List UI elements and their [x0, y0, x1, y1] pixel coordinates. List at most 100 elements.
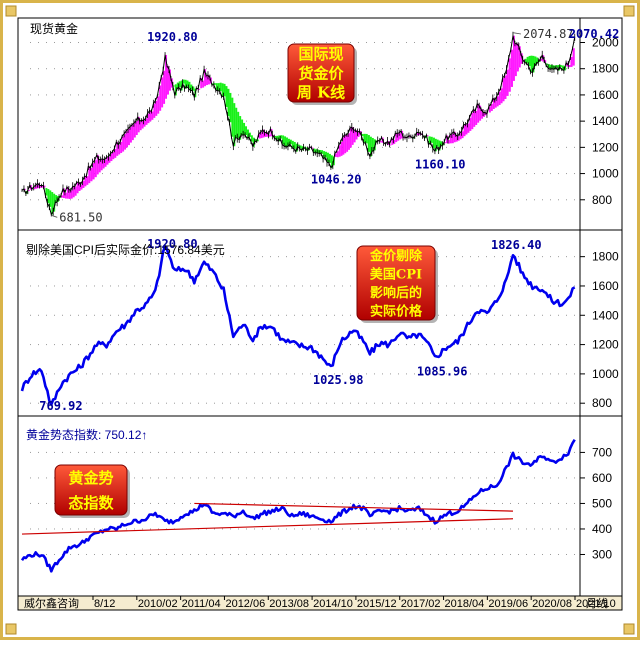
grid-dot: [374, 402, 375, 404]
badge-line: 货金价: [298, 64, 344, 82]
grid-dot: [110, 120, 111, 122]
grid-dot: [574, 477, 575, 479]
grid-dot: [342, 344, 343, 346]
grid-dot: [478, 502, 479, 504]
grid-dot: [534, 314, 535, 316]
grid-dot: [502, 120, 503, 122]
grid-dot: [334, 146, 335, 148]
ma-ribbon-bull: [465, 124, 468, 135]
grid-dot: [126, 451, 127, 453]
corner-ornament-bottom-right: [623, 623, 635, 635]
grid-dot: [302, 451, 303, 453]
ma-ribbon-bear: [369, 136, 372, 157]
grid-dot: [246, 314, 247, 316]
grid-dot: [566, 173, 567, 175]
grid-dot: [438, 173, 439, 175]
grid-dot: [182, 173, 183, 175]
grid-dot: [366, 528, 367, 530]
grid-dot: [262, 314, 263, 316]
grid-dot: [206, 477, 207, 479]
grid-dot: [382, 68, 383, 70]
grid-dot: [430, 94, 431, 96]
grid-dot: [102, 528, 103, 530]
grid-dot: [198, 451, 199, 453]
grid-dot: [110, 314, 111, 316]
grid-dot: [174, 451, 175, 453]
ma-ribbon-bull: [66, 187, 69, 199]
grid-dot: [574, 344, 575, 346]
grid-dot: [222, 553, 223, 555]
grid-dot: [478, 553, 479, 555]
grid-dot: [334, 451, 335, 453]
grid-dot: [454, 120, 455, 122]
ma-ribbon-bear: [438, 140, 441, 151]
ma-ribbon-bear: [536, 57, 539, 64]
grid-dot: [182, 41, 183, 43]
ma-ribbon-bull: [200, 77, 203, 89]
grid-dot: [294, 120, 295, 122]
grid-dot: [574, 402, 575, 404]
grid-dot: [494, 120, 495, 122]
grid-dot: [566, 94, 567, 96]
y-tick-label: 400: [592, 522, 612, 536]
y-tick-label: 800: [592, 193, 612, 207]
grid-dot: [302, 173, 303, 175]
grid-dot: [190, 451, 191, 453]
grid-dot: [182, 402, 183, 404]
grid-dot: [454, 451, 455, 453]
ma-ribbon-bull: [338, 145, 341, 157]
grid-dot: [486, 94, 487, 96]
grid-dot: [486, 199, 487, 201]
grid-dot: [94, 528, 95, 530]
grid-dot: [302, 502, 303, 504]
grid-dot: [94, 373, 95, 375]
grid-dot: [182, 477, 183, 479]
grid-dot: [406, 199, 407, 201]
y-tick-label: 1800: [592, 250, 619, 264]
grid-dot: [462, 285, 463, 287]
grid-dot: [278, 477, 279, 479]
ma-ribbon-bull: [118, 144, 121, 155]
grid-dot: [310, 199, 311, 201]
grid-dot: [206, 373, 207, 375]
grid-dot: [462, 94, 463, 96]
grid-dot: [182, 344, 183, 346]
x-tick-label: 2018/04: [445, 598, 485, 610]
grid-dot: [422, 528, 423, 530]
grid-dot: [510, 528, 511, 530]
grid-dot: [246, 402, 247, 404]
grid-dot: [382, 199, 383, 201]
ma-ribbon-bull: [70, 190, 73, 199]
ma-ribbon-bull: [504, 75, 507, 99]
grid-dot: [358, 94, 359, 96]
ma-ribbon-bull: [447, 139, 450, 144]
grid-dot: [382, 94, 383, 96]
ma-ribbon-bull: [78, 181, 81, 191]
grid-dot: [486, 477, 487, 479]
grid-dot: [518, 314, 519, 316]
grid-dot: [246, 256, 247, 258]
grid-dot: [558, 373, 559, 375]
grid-dot: [350, 199, 351, 201]
grid-dot: [286, 199, 287, 201]
grid-dot: [222, 402, 223, 404]
grid-dot: [558, 553, 559, 555]
grid-dot: [446, 373, 447, 375]
grid-dot: [294, 285, 295, 287]
y-tick-label: 800: [592, 396, 612, 410]
ma-ribbon-bull: [496, 96, 499, 107]
grid-dot: [46, 68, 47, 70]
grid-dot: [118, 94, 119, 96]
grid-dot: [278, 344, 279, 346]
grid-dot: [134, 451, 135, 453]
grid-dot: [286, 373, 287, 375]
ma-ribbon-bull: [168, 69, 171, 91]
grid-dot: [150, 285, 151, 287]
grid-dot: [118, 285, 119, 287]
grid-dot: [198, 68, 199, 70]
grid-dot: [190, 477, 191, 479]
grid-dot: [574, 146, 575, 148]
grid-dot: [182, 68, 183, 70]
grid-dot: [510, 256, 511, 258]
ma-ribbon-bear: [248, 132, 251, 137]
